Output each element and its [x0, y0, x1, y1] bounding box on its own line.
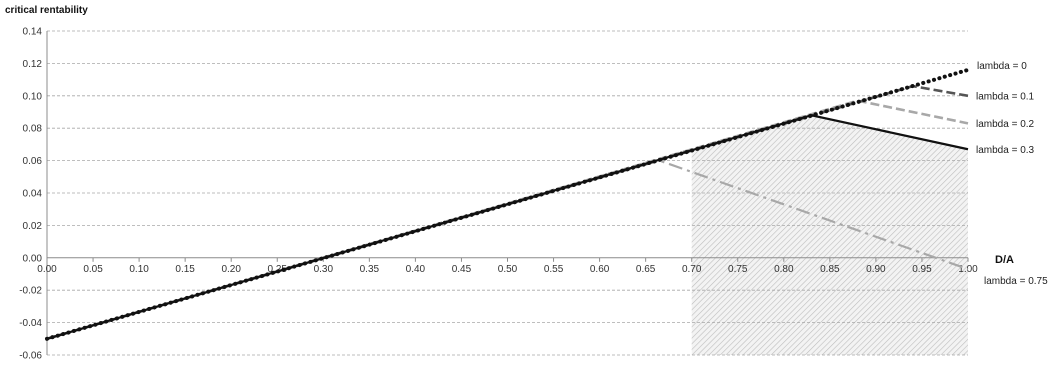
series-label: lambda = 0.3	[976, 145, 1035, 156]
y-tick-label: 0.10	[23, 91, 43, 102]
x-tick-label: 0.30	[314, 264, 334, 275]
y-tick-label: 0.14	[23, 27, 43, 38]
x-tick-label: 1.00	[958, 264, 978, 275]
x-tick-label: 0.95	[912, 264, 932, 275]
x-tick-label: 0.20	[221, 264, 241, 275]
series-label: lambda = 0.75	[984, 276, 1048, 287]
x-axis-label: D/A	[995, 254, 1014, 266]
y-tick-label: 0.08	[23, 124, 43, 135]
y-tick-label: -0.04	[19, 318, 42, 329]
series-label: lambda = 0.1	[976, 91, 1035, 102]
y-tick-label: 0.06	[23, 156, 43, 167]
x-tick-label: 0.45	[452, 264, 472, 275]
x-tick-label: 0.60	[590, 264, 610, 275]
series-label: lambda = 0	[977, 61, 1027, 72]
series-line-lambda-0	[45, 67, 970, 341]
x-tick-label: 0.90	[866, 264, 886, 275]
y-axis-label: critical rentability	[5, 5, 88, 16]
x-tick-label: 0.65	[636, 264, 656, 275]
x-tick-label: 0.15	[175, 264, 195, 275]
x-tick-label: 0.10	[129, 264, 149, 275]
series-label: lambda = 0.2	[976, 119, 1035, 130]
y-tick-label: -0.02	[19, 286, 42, 297]
x-tick-label: 0.80	[774, 264, 794, 275]
y-tick-label: 0.04	[23, 189, 43, 200]
x-tick-label: 0.75	[728, 264, 748, 275]
x-tick-label: 0.50	[498, 264, 518, 275]
y-tick-label: -0.06	[19, 351, 42, 362]
x-tick-label: 0.70	[682, 264, 702, 275]
y-tick-label: 0.02	[23, 221, 43, 232]
y-tick-label: 0.12	[23, 59, 43, 70]
x-tick-label: 0.05	[83, 264, 103, 275]
x-tick-label: 0.25	[268, 264, 288, 275]
x-tick-label: 0.40	[406, 264, 426, 275]
x-tick-label: 0.85	[820, 264, 840, 275]
x-tick-label: 0.55	[544, 264, 564, 275]
y-tick-label: 0.00	[23, 253, 43, 264]
x-tick-label: 0.35	[360, 264, 380, 275]
shaded-region	[691, 115, 968, 356]
x-tick-label: 0.00	[37, 264, 57, 275]
